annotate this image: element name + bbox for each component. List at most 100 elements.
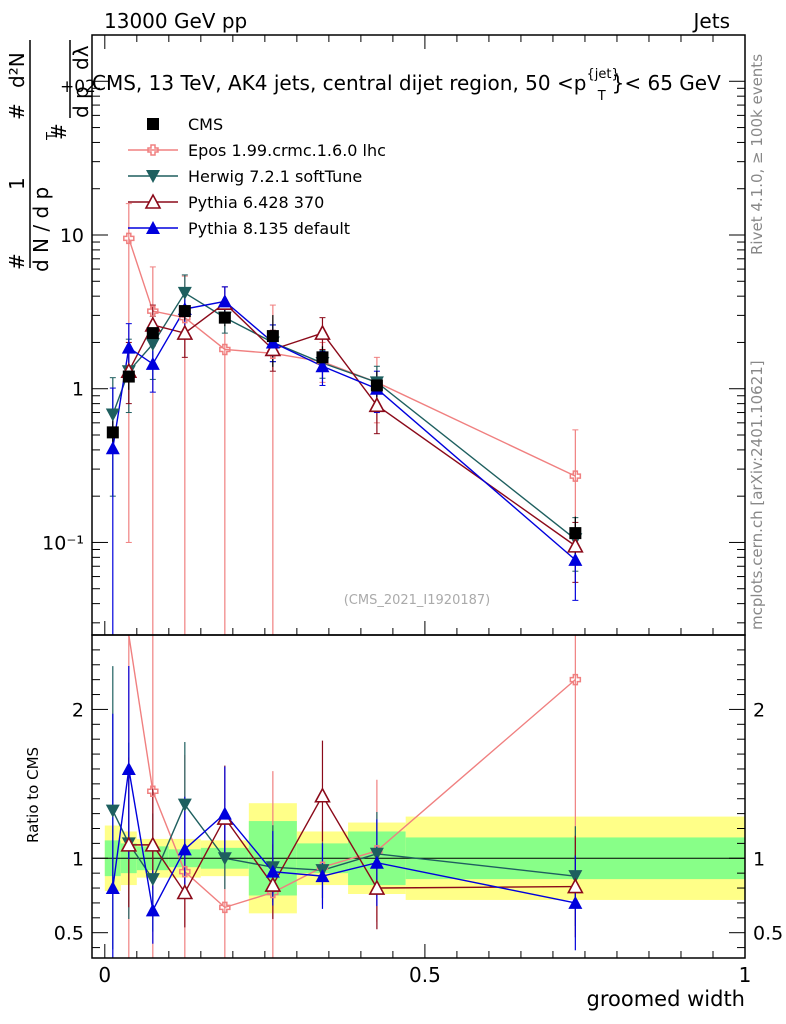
- marker-ratio-s1-p2: [145, 873, 160, 887]
- marker-ratio-s0-p4: [219, 901, 231, 914]
- marker-main-s2-p3: [176, 324, 194, 340]
- main-y-tick-label-0: 10⁻¹: [42, 532, 84, 554]
- marker-ratio-s2-p8: [567, 877, 584, 894]
- marker-ratio-s3-p8: [568, 895, 583, 909]
- marker-ratio-s0-p2: [147, 785, 159, 798]
- marker-main-s3-p6: [315, 359, 330, 373]
- marker-ratio-s2-p6: [314, 787, 331, 803]
- line-main-s2: [128, 302, 576, 547]
- marker-ratio-s3-p2: [145, 903, 160, 917]
- marker-main-s1-p3: [177, 286, 192, 300]
- chart-title-main: CMS, 13 TeV, AK4 jets, central dijet reg…: [92, 71, 586, 95]
- marker-main-s3-p8: [568, 552, 583, 566]
- data-markers: [105, 232, 584, 917]
- marker-ratio-s3-p3: [177, 842, 192, 856]
- marker-main-s3-p2: [145, 356, 160, 370]
- legend-marker-0: [147, 118, 159, 130]
- marker-cms-p5: [266, 330, 279, 343]
- mcplots-label: mcplots.cern.ch [arXiv:2401.10621]: [748, 360, 766, 630]
- ylabel-one: 1: [5, 177, 29, 190]
- marker-ratio-s3-p5: [265, 864, 280, 878]
- rivet-label: Rivet 4.1.0, ≥ 100k events: [748, 54, 766, 255]
- line-main-s3: [112, 300, 576, 561]
- legend-label-4: Pythia 8.135 default: [188, 219, 350, 238]
- x-tick-label-1: 0.5: [409, 963, 441, 987]
- marker-main-s2-p5: [264, 340, 282, 357]
- legend: CMS Epos 1.99.crmc.1.6.0 lhc Herwig 7.2.1 …: [128, 115, 386, 238]
- marker-main-s0-p4: [219, 343, 231, 356]
- legend-marker-1: [147, 144, 159, 156]
- legend-label-1: Epos 1.99.crmc.1.6.0 lhc: [188, 141, 386, 160]
- ratio-y-tick-right-1: 1: [753, 848, 765, 870]
- marker-main-s0-p1: [123, 232, 135, 245]
- ratio-frame: [91, 634, 746, 959]
- marker-main-s2-p7: [368, 396, 386, 413]
- marker-ratio-s2-p2: [144, 836, 162, 852]
- ratio-y-tick-left-2: 2: [72, 699, 84, 721]
- ylabel-hash1: #: [5, 253, 29, 270]
- line-ratio-s2: [128, 794, 576, 894]
- marker-cms-p7: [370, 379, 383, 392]
- chart-title: CMS, 13 TeV, AK4 jets, central dijet reg…: [92, 67, 721, 104]
- marker-cms-p8: [569, 527, 582, 540]
- chart-title-sub: T: [597, 89, 606, 104]
- marker-ratio-s2-p3: [176, 883, 194, 900]
- ylabel-dn: d N / d p: [29, 187, 53, 272]
- marker-cms-p6: [316, 351, 329, 364]
- marker-ratio-s1-p3: [177, 798, 192, 812]
- marker-main-s1-p0: [105, 408, 120, 422]
- marker-ratio-s2-p5: [264, 876, 282, 892]
- marker-cms-p1: [122, 370, 135, 383]
- marker-ratio-s2-p7: [368, 879, 386, 895]
- marker-ratio-s0-p3: [179, 865, 191, 878]
- marker-ratio-s3-p6: [315, 869, 330, 883]
- legend-marker-2: [146, 170, 160, 183]
- marker-cms-p2: [146, 327, 159, 340]
- ylabel-dpt: d p: [69, 86, 93, 118]
- marker-ratio-s0-p8: [569, 673, 582, 686]
- marker-ratio-s3-p4: [217, 806, 232, 820]
- marker-ratio-s2-p1: [120, 836, 138, 852]
- marker-cms-p4: [218, 311, 231, 324]
- ylabel-pre: #: [47, 123, 71, 140]
- marker-ratio-s1-p0: [105, 804, 120, 818]
- chart-title-sup: {jet}: [586, 67, 619, 82]
- ylabel-dlambda: dλ: [69, 45, 93, 70]
- line-main-s0: [128, 238, 576, 477]
- marker-cms-p0: [106, 426, 119, 439]
- x-axis-label: groomed width: [587, 987, 745, 1011]
- marker-ratio-s3-p0: [105, 881, 120, 895]
- analysis-id: (CMS_2021_I1920187): [344, 593, 491, 608]
- header-energy: 13000 GeV pp: [104, 9, 247, 33]
- line-ratio-s0: [128, 634, 576, 909]
- marker-main-s3-p4: [217, 294, 232, 308]
- ratio-y-tick-right-0: 0.5: [753, 923, 783, 945]
- main-y-tick-label-2: 10: [60, 225, 84, 247]
- legend-label-3: Pythia 6.428 370: [188, 193, 324, 212]
- ratio-y-label: Ratio to CMS: [24, 747, 42, 843]
- x-tick-label-0: 0: [98, 963, 111, 987]
- marker-main-s2-p8: [567, 537, 584, 553]
- marker-main-s3-p0: [105, 441, 120, 455]
- legend-label-2: Herwig 7.2.1 softTune: [188, 167, 362, 186]
- legend-marker-4: [146, 221, 160, 234]
- marker-main-s2-p6: [314, 324, 331, 340]
- legend-marker-3: [144, 193, 162, 209]
- ylabel-hash2: #: [5, 103, 29, 120]
- ratio-y-tick-left-0: 0.5: [54, 923, 84, 945]
- marker-ratio-s3-p7: [369, 855, 384, 869]
- ylabel-frac-tail: +02: [60, 77, 96, 97]
- legend-label-0: CMS: [188, 115, 223, 134]
- ratio-y-tick-right-2: 2: [753, 699, 765, 721]
- marker-main-s3-p1: [121, 340, 136, 354]
- axes: [91, 34, 746, 959]
- marker-ratio-s1-p8: [568, 870, 583, 884]
- chart-title-tail: }< 65 GeV: [612, 71, 721, 95]
- marker-cms-p3: [178, 305, 191, 318]
- marker-main-s0-p8: [569, 470, 582, 482]
- marker-ratio-s3-p1: [121, 761, 136, 775]
- header-category: Jets: [692, 9, 730, 33]
- ratio-y-tick-left-1: 1: [72, 848, 84, 870]
